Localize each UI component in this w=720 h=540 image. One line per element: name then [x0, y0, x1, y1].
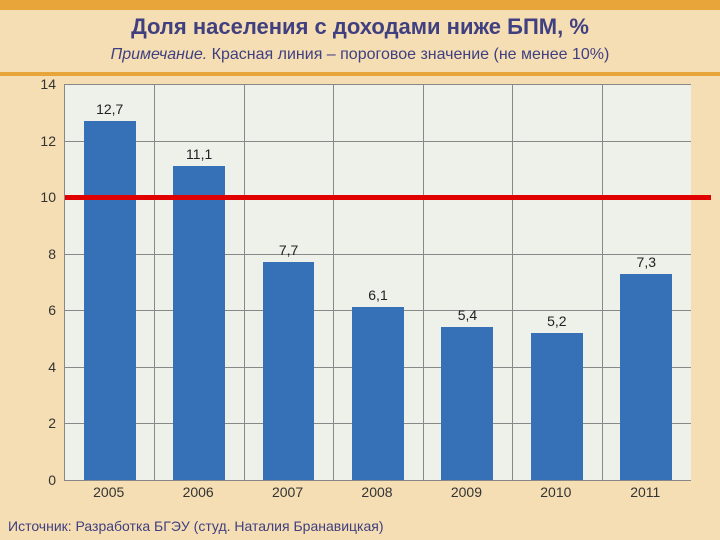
gridline-v	[602, 84, 603, 480]
x-tick-label: 2011	[630, 484, 660, 500]
bar-value-label: 7,3	[637, 254, 656, 270]
gridline-v	[244, 84, 245, 480]
x-axis-labels: 2005 2006 2007 2008 2009 2010 2011	[64, 484, 690, 506]
y-tick-label: 6	[48, 302, 56, 318]
subtitle-emphasis: Примечание.	[111, 46, 208, 63]
x-tick-label: 2008	[361, 484, 392, 500]
x-tick-label: 2010	[540, 484, 571, 500]
gridline-v	[154, 84, 155, 480]
bar	[620, 274, 672, 480]
y-tick-label: 10	[40, 189, 56, 205]
x-tick-label: 2009	[451, 484, 482, 500]
chart-title: Доля населения с доходами ниже БПМ, %	[0, 14, 720, 40]
bar-value-label: 5,2	[547, 313, 566, 329]
bar	[84, 121, 136, 480]
y-tick-label: 0	[48, 472, 56, 488]
y-tick-label: 12	[40, 133, 56, 149]
x-tick-label: 2005	[93, 484, 124, 500]
gridline-v	[333, 84, 334, 480]
x-tick-label: 2006	[183, 484, 214, 500]
bar-value-label: 5,4	[458, 307, 477, 323]
threshold-line	[65, 195, 711, 200]
bar-value-label: 11,1	[186, 146, 212, 162]
gridline-h	[65, 84, 691, 85]
bar-value-label: 12,7	[96, 101, 123, 117]
bar-value-label: 7,7	[279, 242, 298, 258]
bar	[531, 333, 583, 480]
decorative-top-stripe	[0, 0, 720, 10]
bar	[263, 262, 315, 480]
plot-area: 12,7 11,1 7,7 6,1 5,4 5,2 7,3	[64, 84, 691, 481]
decorative-mid-stripe	[0, 72, 720, 76]
y-tick-label: 8	[48, 246, 56, 262]
bar-value-label: 6,1	[368, 287, 387, 303]
y-tick-label: 4	[48, 359, 56, 375]
subtitle-rest: Красная линия – пороговое значение (не м…	[207, 46, 609, 63]
gridline-h	[65, 254, 691, 255]
gridline-v	[512, 84, 513, 480]
x-tick-label: 2007	[272, 484, 303, 500]
bar	[441, 327, 493, 480]
bar	[352, 307, 404, 480]
gridline-v	[423, 84, 424, 480]
chart-subtitle: Примечание. Красная линия – пороговое зн…	[0, 46, 720, 64]
bar	[173, 166, 225, 480]
source-caption: Источник: Разработка БГЭУ (студ. Наталия…	[8, 518, 384, 534]
y-tick-label: 2	[48, 415, 56, 431]
chart-area: 02468101214 12,711,17,76,15,45,27,3 2005…	[30, 80, 700, 510]
y-axis-labels: 02468101214	[30, 80, 60, 480]
y-tick-label: 14	[40, 76, 56, 92]
gridline-h	[65, 141, 691, 142]
